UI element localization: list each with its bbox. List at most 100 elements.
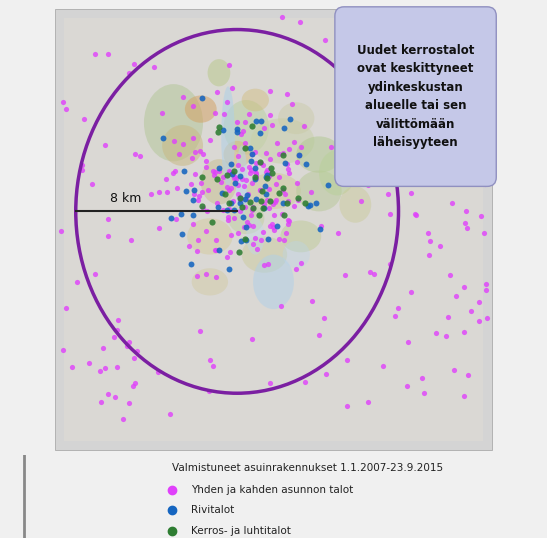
Point [467, 307, 475, 315]
Point [264, 235, 272, 244]
Point [184, 242, 193, 250]
Point [430, 63, 439, 72]
Point [172, 215, 181, 223]
Point [188, 220, 197, 229]
Point [212, 175, 221, 184]
Point [257, 236, 266, 244]
Point [266, 87, 275, 96]
Point [319, 314, 328, 322]
Point [407, 189, 416, 197]
Point [260, 204, 269, 213]
Point [98, 344, 107, 352]
Point [241, 144, 250, 152]
Point [237, 237, 246, 246]
Point [206, 136, 214, 145]
Point [110, 393, 119, 401]
Point [241, 175, 250, 184]
Point [290, 202, 299, 210]
Point [248, 179, 257, 187]
Point [255, 157, 264, 166]
Point [79, 115, 88, 123]
Point [247, 150, 256, 159]
Point [475, 317, 484, 325]
Point [229, 169, 237, 178]
Point [354, 129, 363, 138]
Point [252, 168, 260, 177]
Point [194, 196, 202, 204]
Point [261, 190, 270, 199]
Point [241, 118, 249, 127]
Point [481, 280, 490, 288]
Ellipse shape [253, 254, 294, 309]
Point [226, 159, 235, 168]
Point [285, 115, 294, 124]
Point [311, 199, 320, 207]
Point [238, 126, 247, 135]
Point [162, 188, 171, 196]
Point [158, 108, 167, 117]
Text: Yhden ja kahden asunnon talot: Yhden ja kahden asunnon talot [191, 485, 353, 494]
Point [203, 207, 212, 215]
Point [284, 169, 293, 178]
Point [127, 236, 136, 244]
Point [234, 152, 242, 160]
Point [275, 188, 283, 197]
Point [279, 199, 288, 208]
Point [235, 196, 244, 204]
Point [220, 109, 229, 118]
Point [241, 139, 249, 147]
Point [398, 133, 407, 141]
Point [251, 164, 260, 172]
Point [302, 160, 311, 168]
Ellipse shape [340, 186, 371, 223]
Point [252, 116, 260, 125]
Point [365, 267, 374, 276]
Point [217, 178, 226, 186]
Point [245, 197, 254, 206]
Point [198, 150, 207, 158]
Point [238, 175, 247, 183]
Point [268, 220, 277, 228]
Point [278, 210, 287, 219]
Point [224, 213, 232, 221]
Point [213, 88, 222, 96]
Point [265, 111, 274, 120]
Point [161, 175, 170, 183]
Point [265, 154, 274, 163]
Point [252, 245, 261, 253]
Point [252, 195, 260, 203]
Point [215, 123, 224, 131]
Point [198, 94, 207, 103]
Point [155, 223, 164, 232]
Point [168, 168, 177, 177]
Point [269, 225, 278, 234]
Point [213, 199, 222, 208]
Point [224, 205, 233, 214]
Point [272, 195, 281, 204]
Point [170, 137, 178, 145]
Point [59, 98, 68, 107]
Point [203, 186, 212, 195]
Point [275, 235, 283, 244]
Point [214, 246, 223, 254]
Point [195, 192, 203, 201]
Point [235, 194, 244, 203]
Point [287, 100, 296, 108]
Point [209, 171, 218, 180]
Point [113, 363, 122, 372]
Point [433, 81, 442, 90]
Point [299, 122, 308, 130]
Point [240, 195, 249, 203]
Point [103, 390, 112, 398]
Ellipse shape [296, 136, 342, 173]
Point [251, 148, 260, 157]
Point [463, 118, 472, 126]
Point [300, 378, 309, 387]
Ellipse shape [201, 159, 237, 204]
Point [231, 172, 240, 181]
Point [211, 246, 220, 254]
Point [306, 201, 315, 209]
Point [247, 166, 255, 174]
Point [246, 157, 255, 165]
Point [248, 121, 257, 130]
